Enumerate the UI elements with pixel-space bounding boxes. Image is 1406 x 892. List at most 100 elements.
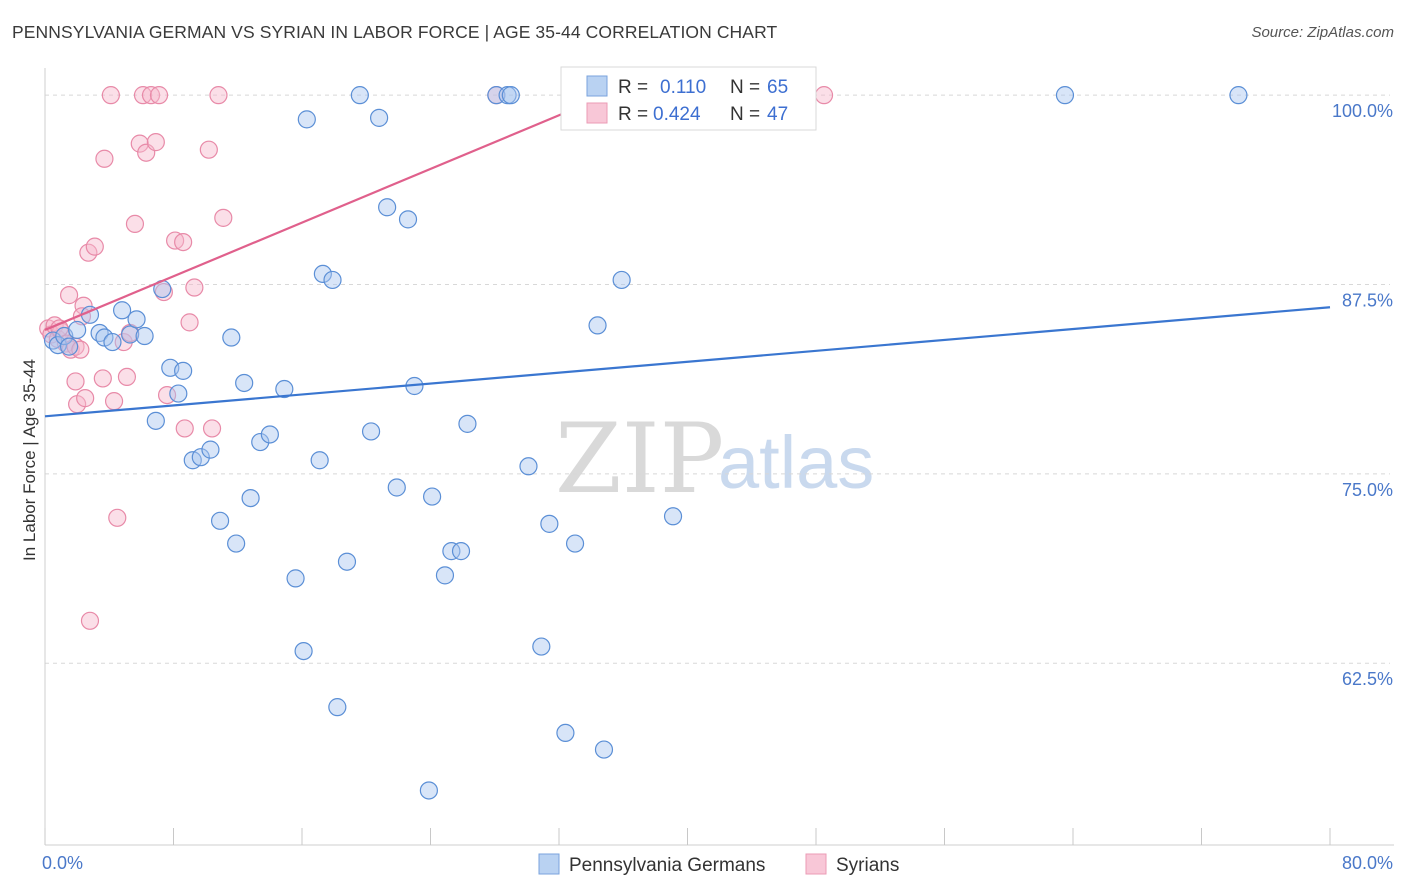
legend-r-value-blue: 0.110 [660,77,706,98]
x-tick-label-min: 0.0% [42,853,83,873]
pennsylvania-german-point [370,108,389,127]
legend-swatch-pink [586,102,608,124]
trend-lines [44,94,1331,418]
pennsylvania-german-point [501,86,520,105]
syrian-point [209,86,228,105]
pennsylvania-german-point [594,740,614,759]
bottom-legend-swatch-pink [805,853,827,875]
pennsylvania-german-point [103,332,122,352]
x-tick-label-max: 80.0% [1342,853,1393,873]
syrian-point [85,237,104,256]
bottom-legend-label-pink: Syrians [836,855,899,876]
syrian-point [199,140,218,159]
syrian-point [117,367,137,387]
pennsylvania-german-point [435,566,455,585]
pennsylvania-german-point [59,337,79,356]
pennsylvania-germans-points [43,86,1248,800]
correlation-legend: R = 0.110 N = 65 R = 0.424 N = 47 [560,66,817,131]
y-tick-label: 62.5% [1342,669,1393,689]
syrian-point [66,372,85,391]
pennsylvania-german-point [337,552,357,571]
legend-r-value-pink: 0.424 [653,104,701,125]
watermark: ZIP atlas [555,403,874,515]
watermark-atlas: atlas [718,421,874,504]
y-tick-label: 75.0% [1342,480,1393,500]
y-tick-label: 87.5% [1342,291,1393,311]
pennsylvania-german-point [191,448,210,467]
pennsylvania-german-point [378,198,397,217]
pennsylvania-german-point [361,422,381,441]
pennsylvania-german-point [201,440,220,459]
pennsylvania-german-point [323,270,342,290]
syrian-point [175,419,194,438]
legend-n-value-pink: 47 [767,104,788,125]
pennsylvania-german-point [442,542,461,561]
syrian-point [71,340,90,359]
pennsylvania-german-point [227,534,246,553]
syrian-point [125,214,145,234]
bottom-legend-swatch-blue [538,853,560,875]
syrian-point [108,508,127,527]
syrian-trend-line [44,94,608,331]
chart-title: PENNSYLVANIA GERMAN VS SYRIAN IN LABOR F… [12,22,778,42]
pennsylvania-german-point [313,264,332,284]
pennsylvania-german-point [458,414,477,433]
bottom-legend-label-blue: Pennsylvania Germans [569,855,765,876]
pennsylvania-german-point [297,110,316,129]
series-legend: Pennsylvania Germans Syrians [538,853,899,876]
pennsylvania-german-point [174,361,193,380]
pennsylvania-german-point [612,270,631,290]
pennsylvania-german-point [260,425,279,444]
pennsylvania-german-point [251,432,270,452]
pennsylvania-german-point [68,320,87,340]
pennsylvania-german-point [294,641,313,661]
pennsylvania-german-point [275,379,294,399]
syrian-point [174,232,193,252]
syrian-point [814,86,834,105]
legend-n-label-blue: N = [730,77,760,98]
syrian-point [104,392,124,411]
pennsylvania-german-point [423,487,442,506]
legend-r-label-blue: R = [618,77,648,98]
pennsylvania-german-point [419,781,438,800]
watermark-zip: ZIP [555,403,724,515]
syrian-point [59,286,79,305]
pennsylvania-german-point [532,637,551,656]
pennsylvania-german-point [127,310,146,329]
syrian-point [180,313,199,332]
syrian-point [146,133,165,152]
pennsylvania-german-point [1229,86,1248,105]
pennsylvania-german-point [286,569,305,588]
syrian-point [185,278,204,297]
y-axis-label: In Labor Force | Age 35-44 [20,359,39,561]
source-credit: Source: ZipAtlas.com [1251,24,1394,41]
legend-n-value-blue: 65 [767,77,788,98]
pennsylvania-german-trend-line [44,306,1331,418]
y-tick-label: 100.0% [1332,101,1393,121]
legend-n-label-pink: N = [730,104,760,125]
syrian-point [214,208,233,227]
syrian-point [93,369,112,388]
axes: 62.5% 75.0% 87.5% 100.0% [44,68,1394,846]
pennsylvania-german-point [135,326,154,346]
syrian-point [130,134,149,153]
pennsylvania-german-point [565,534,585,553]
pennsylvania-german-point [588,316,607,335]
legend-swatch-blue [586,75,608,97]
pennsylvania-german-point [241,488,260,508]
pennsylvania-german-point [398,210,418,229]
pennsylvania-german-point [121,325,140,344]
pennsylvania-german-point [235,373,254,393]
pennsylvania-german-point [1055,86,1075,105]
syrian-point [101,86,120,105]
pennsylvania-german-point [328,698,347,717]
syrian-point [76,389,95,408]
syrian-point [149,86,169,105]
pennsylvania-german-point [169,384,188,403]
syrian-point [95,149,114,168]
pennsylvania-german-point [112,301,132,320]
pennsylvania-german-point [210,511,230,530]
syrian-point [202,419,222,438]
pennsylvania-german-point [387,478,406,497]
